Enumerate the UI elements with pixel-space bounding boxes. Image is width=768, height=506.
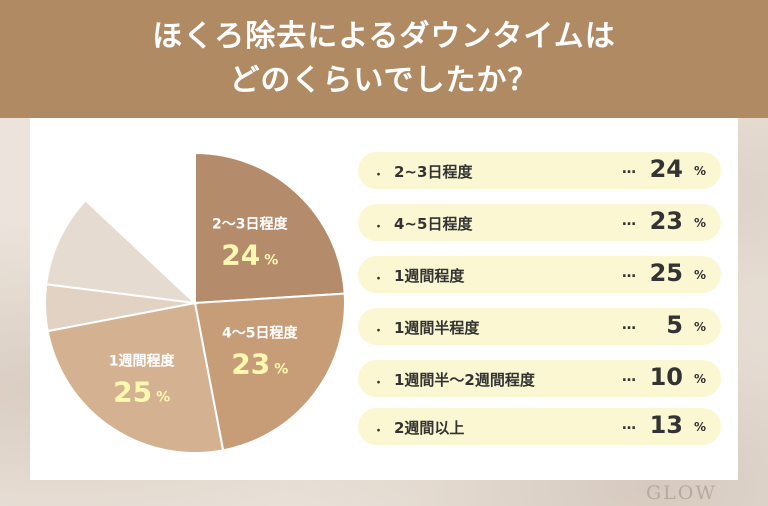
pie-slice-1 <box>193 292 346 452</box>
glow-logo: GLOW <box>646 482 717 504</box>
legend-dots: … <box>622 161 636 177</box>
legend-row-2-3-days: ・ 2~3日程度 … 24 % <box>358 152 721 189</box>
legend-bullet: ・ <box>372 220 386 235</box>
legend-dots: … <box>622 317 636 333</box>
slice-label-2: 1週間程度 <box>109 353 176 370</box>
legend-label: 2~3日程度 <box>394 163 473 181</box>
slice-value-2: 25% <box>113 376 170 409</box>
legend-row-1-5-to-2-weeks: ・ 1週間半〜2週間程度 … 10 % <box>358 360 721 397</box>
legend-dots: … <box>622 265 636 281</box>
legend-bullet: ・ <box>372 168 386 183</box>
legend-row-1-5-weeks: ・ 1週間半程度 … 5 % <box>358 308 721 345</box>
legend-value: 23 <box>649 207 683 235</box>
legend-dots: … <box>622 369 636 385</box>
title-line-2: どのくらいでしたか？ <box>229 63 539 98</box>
legend-label: 2週間以上 <box>394 419 465 437</box>
legend-label: 4~5日程度 <box>394 215 473 233</box>
legend-row-2-weeks-plus: ・ 2週間以上 … 13 % <box>358 408 721 445</box>
legend-value: 5 <box>666 311 683 339</box>
legend-unit: % <box>693 320 706 334</box>
pie-slice-5 <box>84 151 196 306</box>
slice-value-0: 24% <box>221 239 278 272</box>
slice-value-1: 23% <box>231 347 288 380</box>
legend-row-1-week: ・ 1週間程度 … 25 % <box>358 256 721 293</box>
legend-bullet: ・ <box>372 424 386 439</box>
legend-bullet: ・ <box>372 272 386 287</box>
legend-dots: … <box>622 417 636 433</box>
pie-slice-2 <box>46 301 225 454</box>
legend-label: 1週間半〜2週間程度 <box>394 371 535 389</box>
pie-slice-4 <box>45 198 198 305</box>
title-line-1: ほくろ除去によるダウンタイムは <box>152 19 616 54</box>
legend-unit: % <box>693 216 706 230</box>
legend-value: 24 <box>649 155 683 183</box>
legend-label: 1週間程度 <box>394 267 465 285</box>
legend-unit: % <box>693 268 706 282</box>
legend-unit: % <box>693 420 706 434</box>
legend-row-4-5-days: ・ 4~5日程度 … 23 % <box>358 204 721 241</box>
legend-value: 10 <box>649 363 683 391</box>
legend-bullet: ・ <box>372 324 386 339</box>
header-banner: ほくろ除去によるダウンタイムは どのくらいでしたか？ <box>0 0 768 118</box>
slice-label-0: 2～3日程度 <box>212 216 288 233</box>
legend-unit: % <box>693 164 706 178</box>
legend-bullet: ・ <box>372 376 386 391</box>
legend-dots: … <box>622 213 636 229</box>
slice-label-1: 4～5日程度 <box>222 324 298 341</box>
legend-value: 13 <box>649 411 683 439</box>
legend-value: 25 <box>649 259 683 287</box>
legend-label: 1週間半程度 <box>394 319 480 337</box>
legend-unit: % <box>693 372 706 386</box>
pie-chart: 2～3日程度 24 % 4～5日程度 23 % 1週間程度 25% <box>44 151 346 454</box>
pie-slice-0 <box>194 151 346 305</box>
